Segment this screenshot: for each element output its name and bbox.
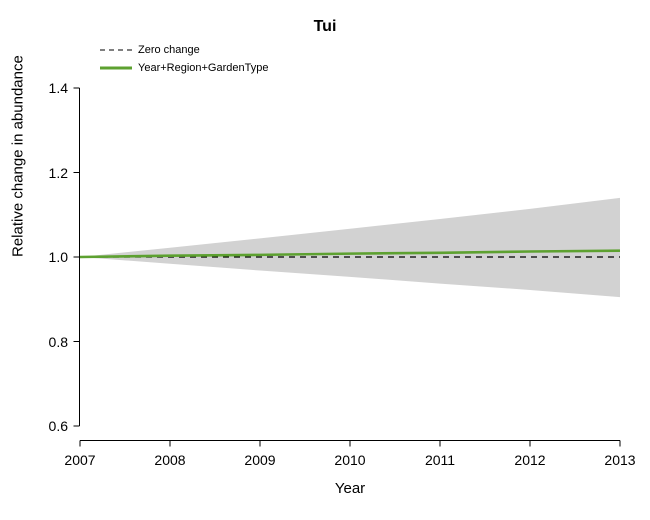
legend-swatch-dashed bbox=[100, 42, 132, 58]
xtick-label: 2013 bbox=[604, 452, 635, 468]
chart-title: Tui bbox=[0, 18, 650, 36]
xtick-label: 2007 bbox=[64, 452, 95, 468]
ytick-label: 1.2 bbox=[49, 165, 68, 181]
ytick-label: 1.4 bbox=[49, 80, 68, 96]
plot-svg bbox=[80, 88, 620, 486]
legend-swatch-solid bbox=[100, 60, 132, 76]
xtick-label: 2008 bbox=[154, 452, 185, 468]
confidence-band bbox=[80, 198, 620, 297]
xtick-label: 2010 bbox=[334, 452, 365, 468]
legend-item-zero: Zero change bbox=[100, 42, 268, 58]
x-axis-label: Year bbox=[80, 480, 620, 497]
xtick-label: 2012 bbox=[514, 452, 545, 468]
legend-item-model: Year+Region+GardenType bbox=[100, 60, 268, 76]
xtick-label: 2011 bbox=[425, 452, 455, 468]
ytick-label: 1.0 bbox=[49, 249, 68, 265]
chart-container: Tui Zero change Year+Region+GardenType 0… bbox=[0, 0, 650, 520]
plot-area bbox=[80, 88, 620, 426]
ytick-label: 0.8 bbox=[49, 334, 68, 350]
legend-label-zero: Zero change bbox=[138, 44, 200, 56]
legend-label-model: Year+Region+GardenType bbox=[138, 62, 268, 74]
ytick-label: 0.6 bbox=[49, 418, 68, 434]
legend: Zero change Year+Region+GardenType bbox=[100, 42, 268, 78]
xtick-label: 2009 bbox=[244, 452, 275, 468]
